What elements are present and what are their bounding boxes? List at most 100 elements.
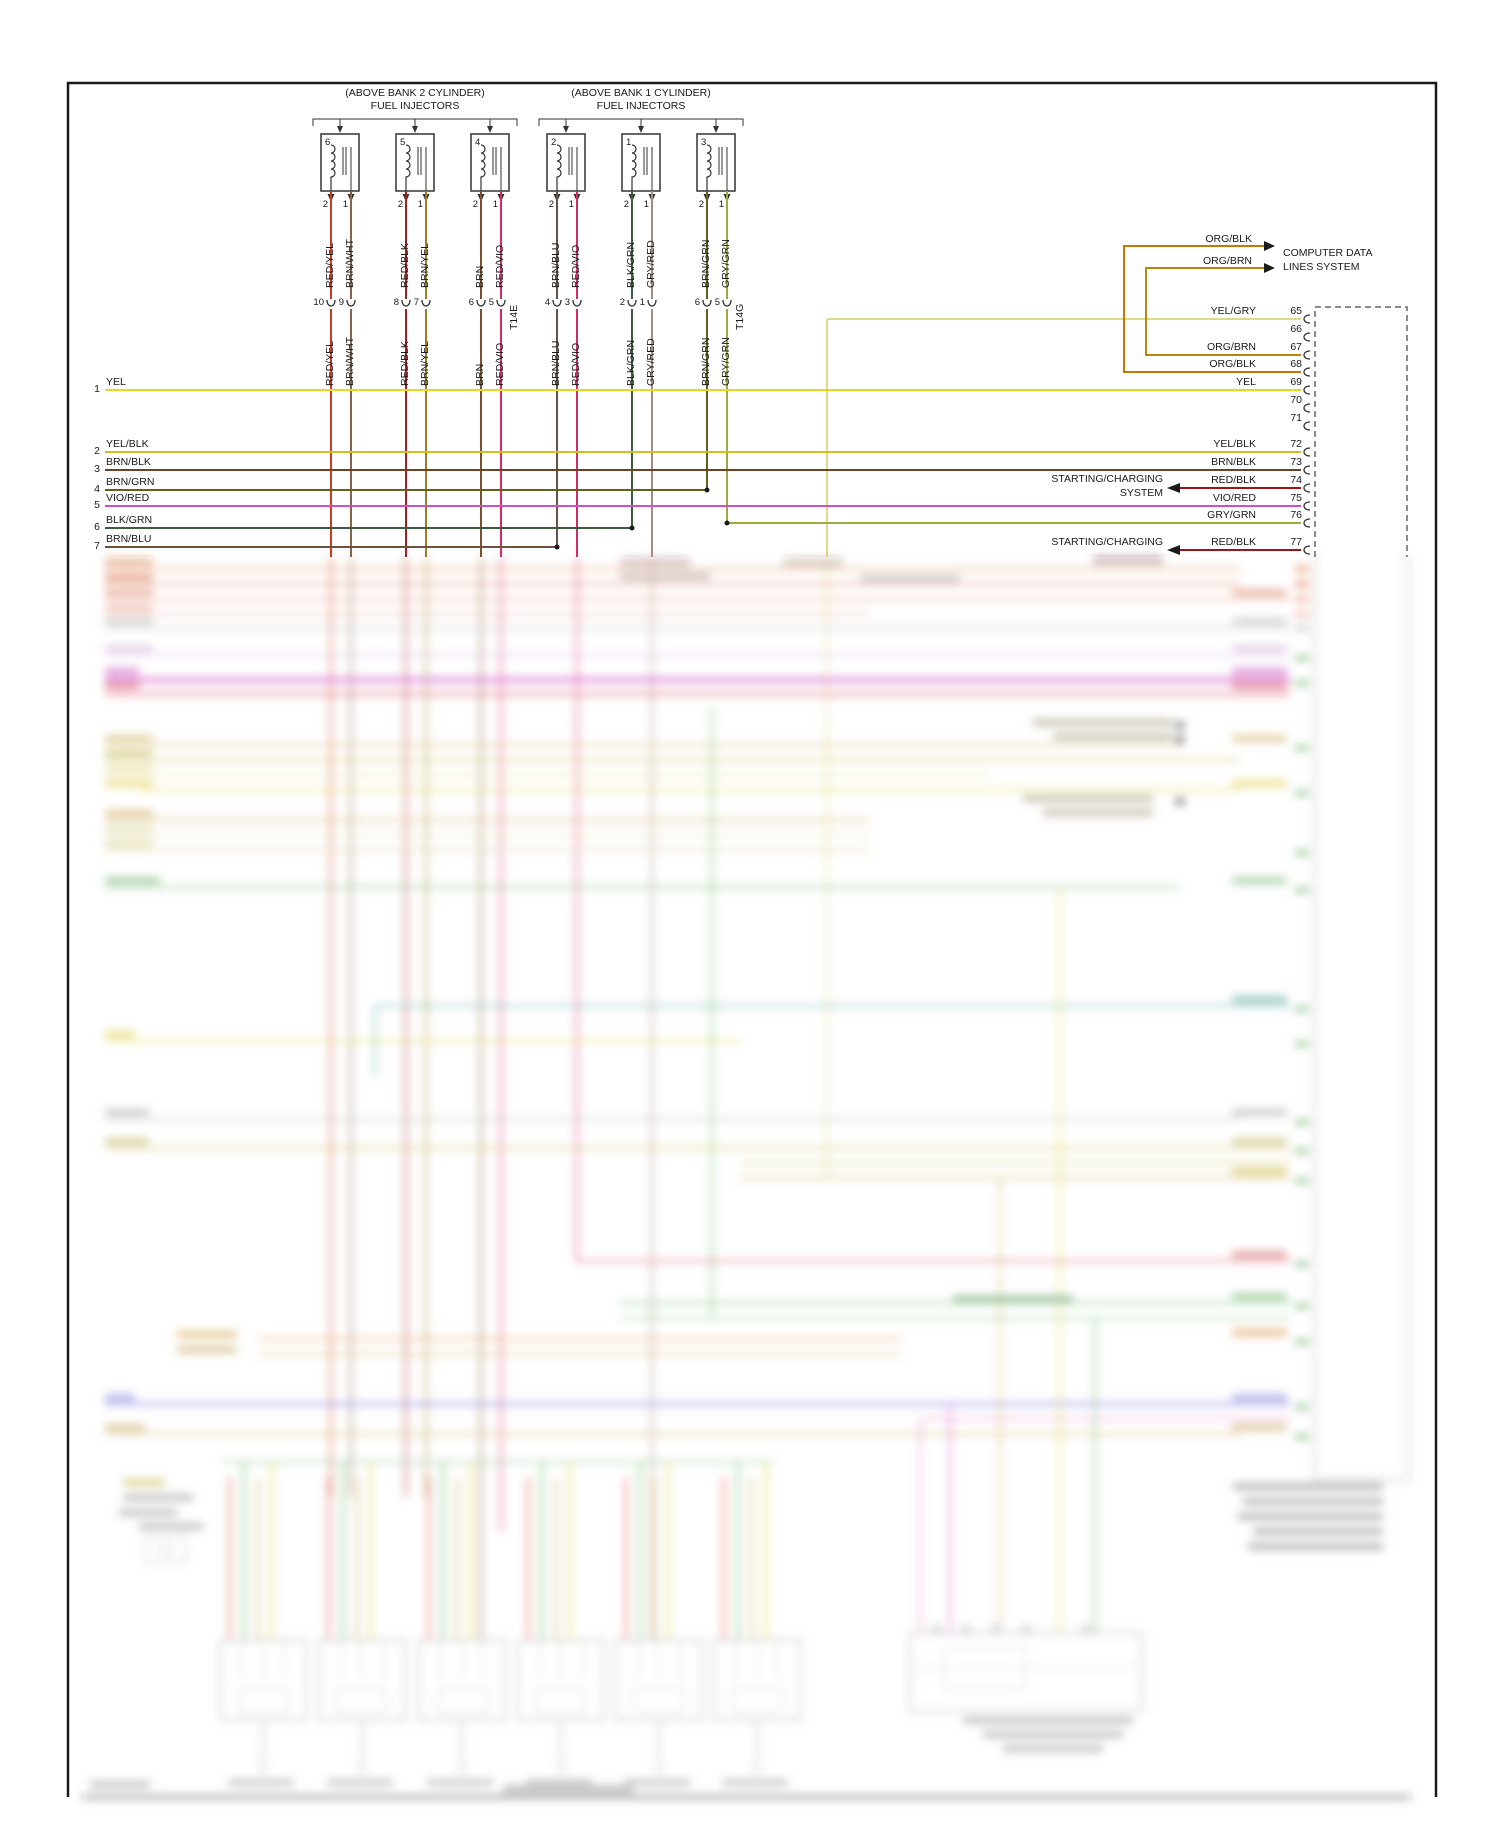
injector-number: 4 [475, 137, 481, 148]
connector-name-t14g: T14G [734, 303, 746, 330]
wire-label: RED/BLK [399, 243, 411, 288]
row-number: 7 [94, 540, 100, 552]
arrow-right-icon [1264, 241, 1275, 251]
row-pin: 69 [1290, 376, 1302, 388]
connector-pin: 6 [468, 297, 474, 308]
computer-data-lines-label: COMPUTER DATA [1283, 247, 1373, 259]
row-wire-label: BRN/BLK [1211, 456, 1256, 468]
connector-pin: 9 [338, 297, 344, 308]
connector-pin: 3 [564, 297, 570, 308]
row-wire-label: YEL/BLK [106, 438, 149, 450]
row-pin: 68 [1290, 358, 1302, 370]
injector-number: 5 [400, 137, 406, 148]
starting-charging-label: STARTING/CHARGING [1051, 473, 1163, 485]
arrow-left-icon [1167, 545, 1180, 555]
row-pin: 70 [1290, 394, 1302, 406]
row-pin: 76 [1290, 509, 1302, 521]
row-pin: 74 [1290, 474, 1302, 486]
injector-3-box [696, 133, 736, 192]
row-wire-label: YEL/BLK [1213, 438, 1256, 450]
row-pin: 73 [1290, 456, 1302, 468]
pin-number: 2 [322, 199, 328, 210]
wire-label: GRY/GRN [720, 239, 732, 288]
wire-label: BRN/WHT [344, 337, 356, 386]
wire-label: BRN/BLU [550, 340, 562, 386]
row-wire-label: YEL/GRY [1210, 305, 1256, 317]
row-wire-label: BRN/BLK [106, 456, 151, 468]
row-number: 4 [94, 483, 100, 495]
connector-pin: 6 [694, 297, 700, 308]
connector-pin: 1 [639, 297, 645, 308]
vertical-wires [330, 191, 828, 557]
wire-label: GRY/RED [645, 240, 657, 288]
coil-core [643, 147, 653, 191]
row-wire-label: BRN/GRN [106, 476, 155, 488]
pin-number: 2 [397, 199, 403, 210]
injector-4-box [470, 133, 510, 192]
coil-icon [405, 144, 411, 191]
pin-number: 2 [472, 199, 478, 210]
injector-1-box [621, 133, 661, 192]
row-pin: 75 [1290, 492, 1302, 504]
wire-label: GRY/GRN [720, 337, 732, 386]
connector-pin: 4 [544, 297, 550, 308]
row-number: 6 [94, 521, 100, 533]
row-wire-label: YEL [106, 376, 126, 388]
connector-pin: 2 [619, 297, 625, 308]
bank1-bracket [538, 118, 744, 127]
wire-label: RED/BLK [399, 341, 411, 386]
bank2-header: (ABOVE BANK 2 CYLINDER) [345, 87, 485, 99]
row-pin: 67 [1290, 341, 1302, 353]
bank2-bracket [312, 118, 518, 127]
wire-label-org-brn: ORG/BRN [1202, 255, 1252, 267]
wire-label: RED/VIO [494, 244, 506, 288]
wire-label: RED/VIO [494, 342, 506, 386]
wire-label: BRN/WHT [344, 239, 356, 288]
wire-label: BRN/GRN [700, 239, 712, 288]
bank1-header: FUEL INJECTORS [596, 100, 686, 112]
starting-charging-label: STARTING/CHARGING [1051, 536, 1163, 548]
blurred-region [68, 557, 1436, 1810]
injector-symbols [320, 133, 736, 192]
wire-label: BLK/GRN [625, 241, 637, 288]
injector-2-box [546, 133, 586, 192]
injector-number: 2 [551, 137, 557, 148]
row-wire-label: BLK/GRN [106, 514, 153, 526]
bracket-arrowheads [337, 126, 719, 133]
row-wire-label: ORG/BRN [1206, 341, 1256, 353]
connector-pin: 8 [393, 297, 399, 308]
data-lines [1123, 245, 1302, 373]
horizontal-wires [105, 318, 1302, 551]
row-wire-label: RED/BLK [1211, 474, 1256, 486]
row-number: 5 [94, 499, 100, 511]
coil-icon [330, 144, 336, 191]
row-pin: 65 [1290, 305, 1302, 317]
computer-data-lines-label: LINES SYSTEM [1283, 261, 1360, 273]
module-connector-box [1314, 306, 1408, 557]
wire-label: BRN/YEL [419, 341, 431, 386]
row-number: 3 [94, 463, 100, 475]
row-wire-label: RED/BLK [1211, 536, 1256, 548]
wire-label: RED/YEL [324, 341, 336, 386]
row-pin: 71 [1290, 412, 1302, 424]
lead-arrowheads [327, 194, 731, 202]
pin-number: 2 [623, 199, 629, 210]
bank2-header: FUEL INJECTORS [370, 100, 460, 112]
connector-pin: 5 [714, 297, 720, 308]
arrow-right-icon [1264, 263, 1275, 273]
pin-number: 1 [417, 199, 423, 210]
row-number: 2 [94, 445, 100, 457]
coil-core [492, 147, 502, 191]
row-wire-label: VIO/RED [1212, 492, 1256, 504]
injector-number: 3 [701, 137, 707, 148]
row-number: 1 [94, 383, 100, 395]
row-wire-label: BRN/BLU [106, 533, 152, 545]
frame-border [66, 81, 1438, 1797]
wire-label: RED/VIO [570, 244, 582, 288]
injector-number: 6 [325, 137, 331, 148]
pin-number: 1 [643, 199, 649, 210]
wire-label: BRN/YEL [419, 243, 431, 288]
coil-core [342, 147, 352, 191]
bank1-header: (ABOVE BANK 1 CYLINDER) [571, 87, 711, 99]
coil-core [718, 147, 728, 191]
